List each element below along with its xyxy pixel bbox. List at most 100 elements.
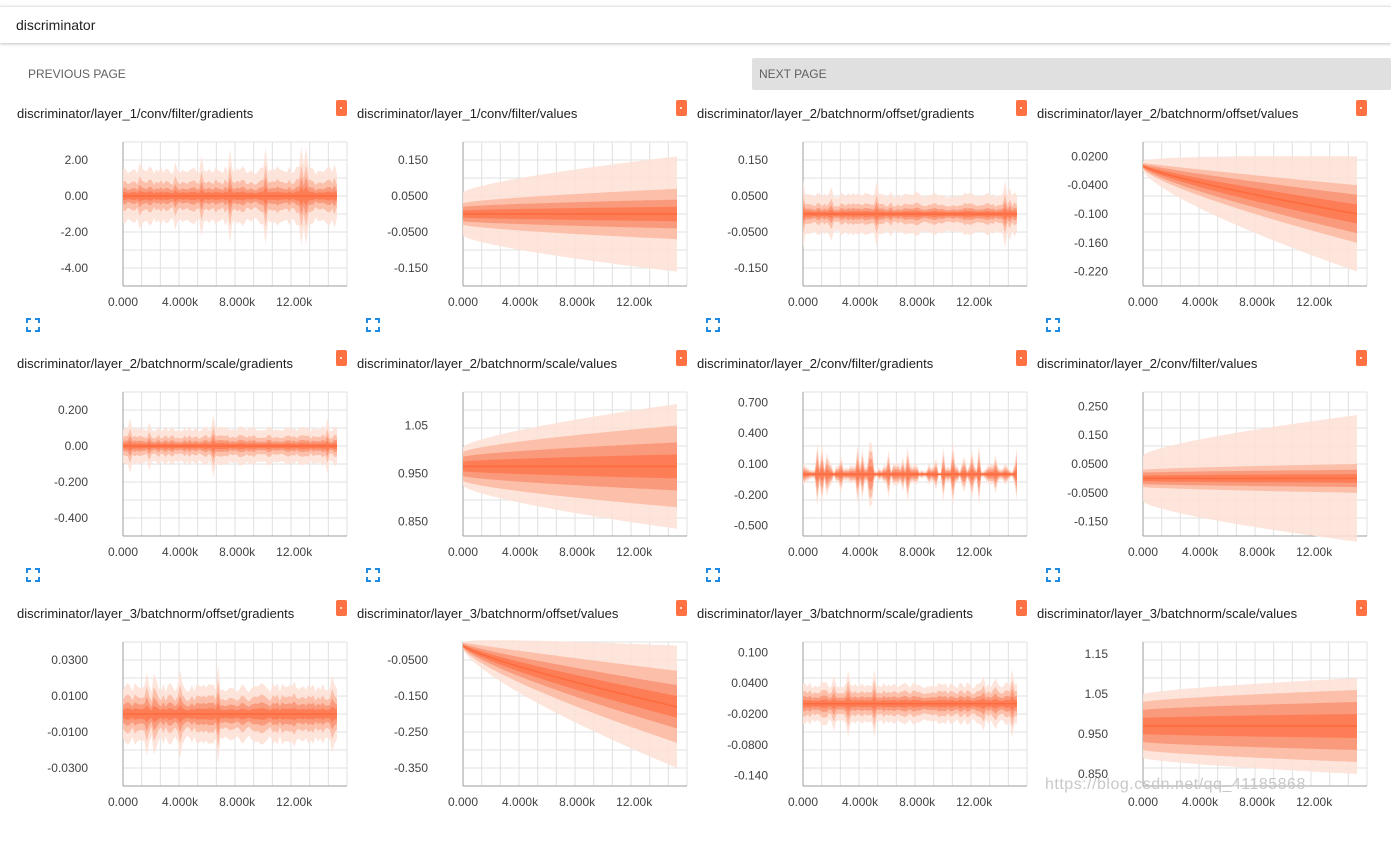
x-tick-label: 8.000k — [1239, 545, 1276, 559]
y-tick-label: -0.150 — [1074, 515, 1108, 529]
x-tick-label: 8.000k — [559, 795, 596, 809]
distribution-card: discriminator/layer_3/batchnorm/offset/g… — [17, 600, 357, 850]
fullscreen-icon[interactable] — [26, 318, 40, 332]
x-tick-label: 4.000k — [162, 545, 199, 559]
x-tick-label: 12.00k — [1296, 795, 1333, 809]
distribution-card: discriminator/layer_2/batchnorm/offset/v… — [1037, 100, 1377, 350]
distribution-chart: 0.150 0.0500 -0.0500 -0.150 0.000 4.000k 8.000… — [387, 141, 688, 309]
distribution-chart: 2.00 0.00 -2.00 -4.00 0.000 4.000k 8.000k 12.00… — [61, 141, 348, 309]
x-tick-label: 12.00k — [956, 545, 993, 559]
y-tick-label: -0.0100 — [47, 725, 88, 739]
x-tick-label: 12.00k — [1296, 295, 1333, 309]
distribution-chart: 0.250 0.150 0.0500 -0.0500 -0.150 0.000 4.000k… — [1067, 391, 1368, 559]
run-color-button[interactable] — [336, 600, 347, 616]
median-line — [462, 644, 678, 708]
chart-title: discriminator/layer_2/conv/filter/values — [1037, 356, 1258, 371]
chart-title: discriminator/layer_1/conv/filter/values — [357, 106, 578, 121]
y-tick-label: 0.150 — [398, 153, 428, 167]
y-tick-label: 0.0500 — [1071, 457, 1108, 471]
y-tick-label: 0.850 — [398, 515, 428, 529]
y-tick-label: -0.0500 — [387, 653, 428, 667]
y-tick-label: 0.0500 — [391, 189, 428, 203]
x-tick-label: 8.000k — [219, 295, 256, 309]
y-tick-label: 1.15 — [1085, 647, 1109, 661]
run-color-button[interactable] — [1016, 350, 1027, 366]
y-tick-label: -0.200 — [734, 488, 768, 502]
y-tick-label: -0.0500 — [387, 225, 428, 239]
y-tick-label: 0.400 — [738, 426, 768, 440]
y-tick-label: 2.00 — [65, 153, 89, 167]
y-tick-label: 0.00 — [65, 439, 89, 453]
y-tick-label: 0.0100 — [51, 689, 88, 703]
next-page-button[interactable]: NEXT PAGE — [752, 58, 1391, 90]
x-tick-label: 4.000k — [1182, 295, 1219, 309]
x-tick-label: 12.00k — [616, 795, 653, 809]
x-tick-label: 0.000 — [448, 545, 478, 559]
run-color-button[interactable] — [336, 350, 347, 366]
run-color-button[interactable] — [676, 600, 687, 616]
run-color-button[interactable] — [336, 100, 347, 116]
x-tick-label: 12.00k — [616, 545, 653, 559]
y-tick-label: 0.0200 — [1071, 149, 1108, 163]
group-title: discriminator — [16, 17, 96, 33]
x-tick-label: 12.00k — [276, 295, 313, 309]
fullscreen-icon[interactable] — [366, 568, 380, 582]
y-tick-label: -0.350 — [394, 761, 428, 775]
x-tick-label: 8.000k — [559, 545, 596, 559]
x-tick-label: 4.000k — [162, 295, 199, 309]
x-tick-label: 12.00k — [616, 295, 653, 309]
run-color-button[interactable] — [676, 350, 687, 366]
x-tick-label: 0.000 — [788, 795, 818, 809]
y-tick-label: -0.0400 — [1067, 178, 1108, 192]
x-tick-label: 12.00k — [276, 545, 313, 559]
y-tick-label: -0.400 — [54, 511, 88, 525]
run-color-button[interactable] — [1356, 600, 1367, 616]
run-color-button[interactable] — [1016, 100, 1027, 116]
x-tick-label: 0.000 — [108, 295, 138, 309]
x-tick-label: 8.000k — [899, 295, 936, 309]
run-color-button[interactable] — [1356, 100, 1367, 116]
y-tick-label: -0.250 — [394, 725, 428, 739]
run-color-button[interactable] — [676, 100, 687, 116]
fullscreen-icon[interactable] — [706, 318, 720, 332]
run-color-button[interactable] — [1016, 600, 1027, 616]
distribution-card: discriminator/layer_3/batchnorm/offset/v… — [357, 600, 697, 850]
x-tick-label: 0.000 — [1128, 295, 1158, 309]
distribution-card: discriminator/layer_2/batchnorm/scale/va… — [357, 350, 697, 600]
run-header-bar[interactable]: discriminator — [0, 6, 1391, 43]
x-tick-label: 4.000k — [1182, 545, 1219, 559]
y-tick-label: 0.0400 — [731, 676, 768, 690]
x-tick-label: 0.000 — [448, 295, 478, 309]
distribution-card: discriminator/layer_2/batchnorm/scale/gr… — [17, 350, 357, 600]
x-tick-label: 8.000k — [559, 295, 596, 309]
y-tick-label: -0.500 — [734, 519, 768, 533]
y-tick-label: -0.0500 — [1067, 486, 1108, 500]
distribution-chart: 0.200 0.00 -0.200 -0.400 0.000 4.000k 8.000k 12… — [54, 391, 348, 559]
y-tick-label: 0.950 — [1078, 727, 1108, 741]
fullscreen-icon[interactable] — [366, 318, 380, 332]
y-tick-label: -0.150 — [734, 261, 768, 275]
y-tick-label: 0.00 — [65, 189, 89, 203]
distribution-card: discriminator/layer_2/conv/filter/values… — [1037, 350, 1377, 600]
x-tick-label: 8.000k — [899, 545, 936, 559]
x-tick-label: 4.000k — [842, 795, 879, 809]
y-tick-label: -0.0500 — [727, 225, 768, 239]
run-color-button[interactable] — [1356, 350, 1367, 366]
fullscreen-icon[interactable] — [706, 568, 720, 582]
x-tick-label: 4.000k — [842, 545, 879, 559]
fullscreen-icon[interactable] — [1046, 318, 1060, 332]
y-tick-label: 0.100 — [738, 645, 768, 659]
median-line — [1142, 165, 1358, 215]
fullscreen-icon[interactable] — [1046, 568, 1060, 582]
fullscreen-icon[interactable] — [26, 568, 40, 582]
y-tick-label: -0.0200 — [727, 707, 768, 721]
x-tick-label: 4.000k — [162, 795, 199, 809]
x-tick-label: 0.000 — [1128, 545, 1158, 559]
distribution-chart: 1.15 1.05 0.950 0.850 0.000 4.000k 8.000k 12.00… — [1078, 641, 1368, 809]
chart-title: discriminator/layer_2/batchnorm/scale/gr… — [17, 356, 294, 371]
y-tick-label: -0.220 — [1074, 265, 1108, 279]
previous-page-button[interactable]: PREVIOUS PAGE — [28, 67, 126, 81]
distribution-chart: 0.150 0.0500 -0.0500 -0.150 0.000 4.000k 8.000… — [727, 141, 1028, 309]
x-tick-label: 8.000k — [1239, 295, 1276, 309]
distribution-card: discriminator/layer_1/conv/filter/gradie… — [17, 100, 357, 350]
